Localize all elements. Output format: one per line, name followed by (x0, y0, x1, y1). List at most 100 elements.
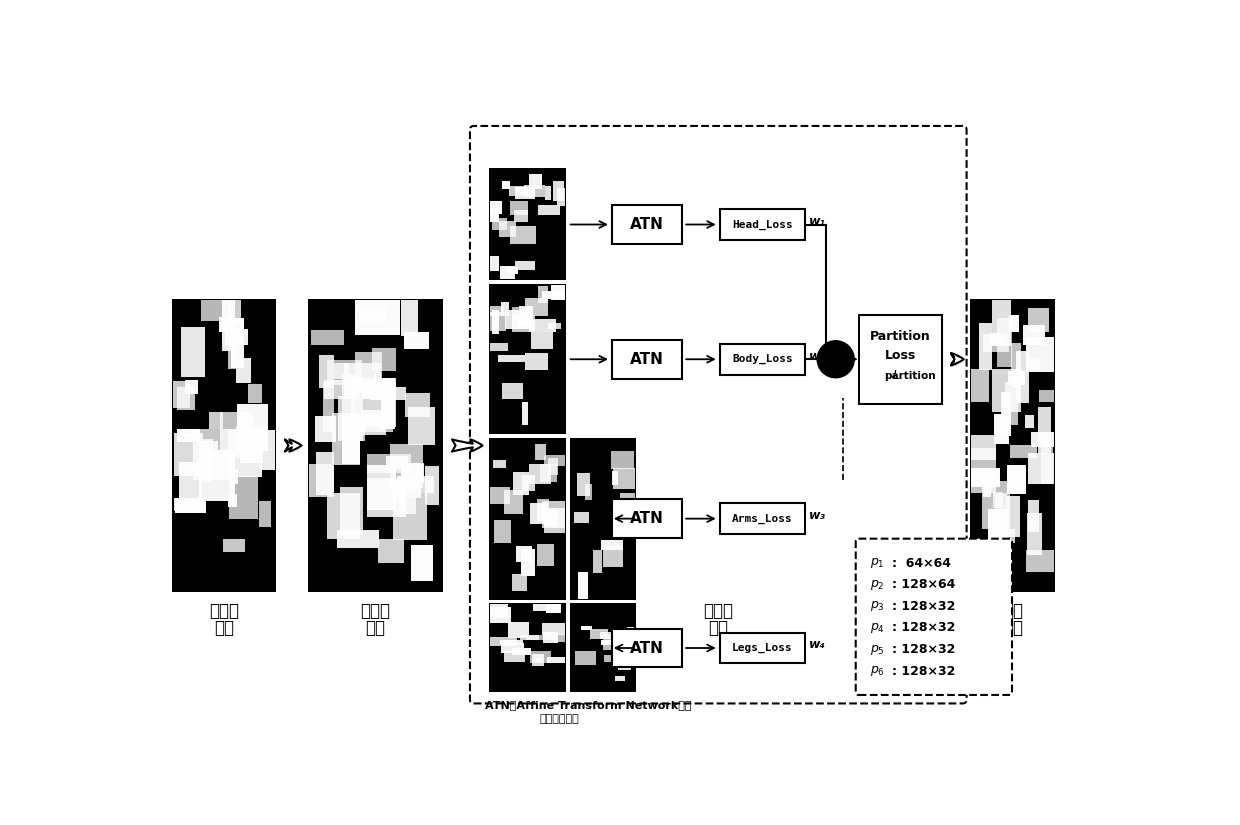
Bar (248, 384, 262, 403)
Bar (971, 299, 1055, 592)
Bar (547, 633, 557, 640)
Bar (543, 507, 565, 533)
Bar (372, 348, 396, 371)
Bar (603, 634, 614, 650)
Bar (512, 315, 534, 332)
Bar (1016, 351, 1029, 403)
Bar (538, 286, 548, 303)
Bar (1008, 371, 1024, 384)
Bar (224, 329, 248, 345)
Text: Loss: Loss (885, 349, 916, 362)
Bar (501, 644, 525, 653)
Bar (500, 266, 516, 279)
Bar (378, 539, 404, 563)
Text: ATN: ATN (630, 217, 663, 232)
Bar (1025, 550, 1054, 573)
Bar (201, 300, 231, 321)
Bar (1012, 343, 1021, 388)
Bar (522, 402, 528, 426)
Text: : 128×64: : 128×64 (892, 578, 955, 592)
Bar (381, 379, 396, 429)
Bar (552, 634, 565, 643)
Bar (228, 428, 262, 477)
Bar (228, 332, 237, 370)
Text: : 128×32: : 128×32 (892, 643, 955, 656)
Bar (327, 493, 360, 539)
Bar (172, 381, 190, 408)
Bar (219, 412, 253, 456)
Text: : 128×32: : 128×32 (892, 621, 955, 634)
Bar (342, 375, 355, 416)
Bar (574, 512, 589, 523)
Bar (335, 363, 350, 379)
Bar (585, 484, 593, 500)
Bar (490, 201, 502, 214)
Bar (1028, 309, 1049, 332)
Bar (590, 629, 608, 639)
Bar (600, 633, 621, 639)
Bar (408, 407, 435, 445)
Bar (175, 498, 206, 513)
Bar (494, 521, 511, 543)
Bar (529, 503, 548, 524)
Bar (193, 429, 229, 480)
Bar (259, 501, 270, 527)
Bar (533, 604, 553, 611)
Bar (1009, 315, 1019, 332)
Text: $\it{p}_{6}$: $\it{p}_{6}$ (870, 664, 885, 678)
Bar (181, 328, 205, 377)
Bar (1028, 358, 1040, 371)
Bar (490, 256, 498, 271)
Bar (1002, 392, 1012, 436)
Text: Head_Loss: Head_Loss (732, 219, 792, 229)
Bar (548, 459, 558, 475)
Bar (1009, 446, 1038, 459)
Bar (557, 188, 564, 206)
Text: 重组: 重组 (1003, 602, 1023, 620)
Bar (553, 181, 564, 200)
Text: w₂: w₂ (808, 350, 826, 363)
Bar (229, 469, 238, 484)
Bar (512, 574, 527, 591)
Bar (341, 487, 363, 535)
Bar (1030, 431, 1054, 446)
Bar (523, 185, 544, 197)
Bar (425, 465, 439, 505)
Bar (720, 633, 805, 663)
Bar (309, 299, 443, 592)
Bar (490, 488, 510, 504)
Bar (399, 497, 417, 515)
Bar (577, 474, 590, 497)
Bar (404, 332, 429, 349)
Bar (534, 658, 542, 662)
Text: ATN: ATN (630, 640, 663, 656)
Bar (582, 626, 593, 629)
Bar (342, 417, 360, 464)
Bar (491, 218, 507, 230)
Bar (547, 657, 565, 663)
Text: w₃: w₃ (808, 509, 826, 522)
Bar (316, 452, 334, 495)
Bar (387, 456, 408, 469)
Bar (348, 422, 365, 441)
Bar (513, 472, 528, 495)
Bar (309, 464, 335, 497)
Bar (339, 396, 363, 441)
Bar (521, 549, 534, 576)
Bar (490, 603, 567, 692)
Bar (980, 323, 992, 370)
Bar (508, 622, 528, 638)
Text: 预测: 预测 (366, 619, 386, 637)
Text: : 128×32: : 128×32 (892, 665, 955, 677)
Bar (179, 461, 202, 509)
Bar (370, 387, 405, 400)
Bar (971, 436, 996, 460)
Bar (172, 299, 277, 592)
Bar (593, 550, 601, 573)
Bar (1007, 465, 1025, 494)
Bar (231, 318, 244, 369)
Bar (490, 203, 500, 222)
Text: Arms_Loss: Arms_Loss (732, 513, 792, 524)
Bar (490, 438, 567, 600)
Bar (203, 439, 213, 463)
